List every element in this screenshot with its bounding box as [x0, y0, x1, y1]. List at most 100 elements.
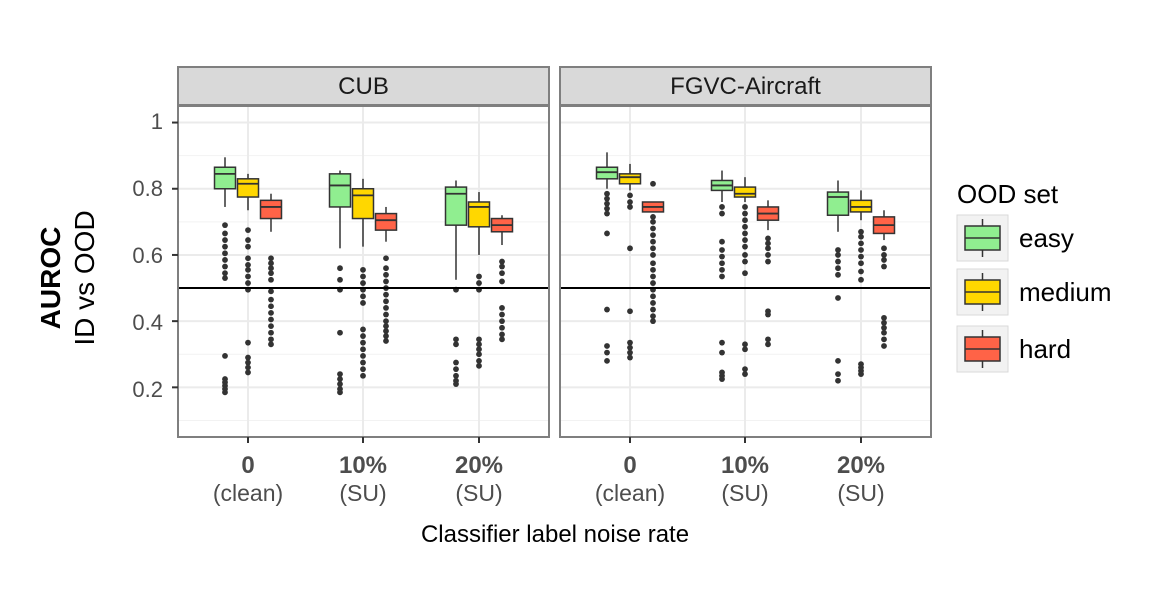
outlier-point [268, 288, 274, 295]
outlier-point [650, 280, 656, 286]
outlier-point [650, 273, 656, 280]
outlier-point [268, 316, 274, 323]
outlier-point [499, 263, 505, 270]
outlier-point [604, 357, 610, 364]
outlier-point [476, 346, 482, 353]
outlier-point [499, 318, 505, 325]
outlier-point [268, 341, 274, 348]
outlier-point [245, 227, 251, 234]
outlier-point [360, 339, 366, 346]
outlier-point [383, 278, 389, 285]
box-hard [259, 199, 283, 220]
x-tick-label: 0 [241, 452, 254, 479]
outlier-point [453, 366, 459, 373]
outlier-point [268, 270, 274, 277]
outlier-point [742, 371, 748, 378]
outlier-point [383, 265, 389, 272]
outlier-point [360, 346, 366, 353]
outlier-point [719, 247, 725, 253]
outlier-point [360, 353, 366, 359]
outlier-point [245, 280, 251, 286]
outlier-point [858, 247, 864, 253]
outlier-point [360, 293, 366, 300]
outlier-point [604, 210, 610, 217]
outlier-point [476, 273, 482, 280]
outlier-point [453, 336, 459, 343]
outlier-point [719, 260, 725, 267]
outlier-point [881, 314, 887, 321]
outlier-point [742, 258, 748, 265]
facet-label-cub: CUB [338, 73, 389, 100]
outlier-point [604, 230, 610, 237]
box-medium [236, 178, 260, 198]
y-axis-title-bold: AUROC [35, 227, 66, 330]
outlier-point [222, 353, 228, 359]
outlier-point [476, 341, 482, 348]
outlier-point [650, 293, 656, 300]
outlier-point [337, 329, 343, 336]
outlier-point [383, 338, 389, 344]
outlier-point [245, 255, 251, 262]
outlier-point [650, 180, 656, 187]
outlier-point [881, 336, 887, 343]
outlier-point [499, 270, 505, 277]
legend: OOD set easy medium hard [956, 179, 1111, 373]
outlier-point [383, 291, 389, 298]
outlier-point [835, 258, 841, 265]
outlier-point [245, 261, 251, 268]
outlier-point [765, 235, 771, 242]
outlier-point [222, 275, 228, 282]
outlier-point [222, 270, 228, 277]
outlier-point [650, 260, 656, 267]
outlier-point [268, 296, 274, 303]
outlier-point [383, 328, 389, 334]
outlier-point [765, 252, 771, 258]
outlier-point [835, 252, 841, 258]
outlier-point [881, 263, 887, 270]
outlier-point [360, 266, 366, 273]
outlier-point [268, 309, 274, 316]
outlier-point [719, 238, 725, 245]
outlier-point [222, 230, 228, 237]
x-tick-label: 0 [623, 452, 636, 479]
y-axis-title-sub: ID vs OOD [69, 210, 100, 345]
outlier-point [604, 343, 610, 349]
outlier-point [858, 260, 864, 267]
x-axis-title: Classifier label noise rate [421, 521, 689, 548]
outlier-point [222, 389, 228, 396]
outlier-point [383, 323, 389, 330]
outlier-point [222, 222, 228, 229]
outlier-point [222, 250, 228, 257]
outlier-point [627, 354, 633, 361]
outlier-point [453, 372, 459, 379]
outlier-point [383, 333, 389, 339]
outlier-point [245, 364, 251, 371]
outlier-point [719, 273, 725, 280]
x-tick-sublabel: (clean) [595, 480, 665, 506]
outlier-point [268, 329, 274, 336]
outlier-point [881, 257, 887, 263]
outlier-point [337, 381, 343, 387]
legend-label-easy: easy [1019, 223, 1074, 253]
outlier-point [383, 298, 389, 305]
outlier-point [627, 308, 633, 315]
outlier-point [742, 252, 748, 258]
outlier-point [858, 253, 864, 260]
x-tick-label: 10% [721, 452, 769, 479]
outlier-point [499, 278, 505, 285]
outlier-point [835, 377, 841, 384]
outlier-point [337, 376, 343, 382]
outlier-point [360, 300, 366, 306]
outlier-point [222, 257, 228, 263]
outlier-point [245, 243, 251, 250]
outlier-point [499, 258, 505, 265]
outlier-point [604, 205, 610, 212]
outlier-point [337, 389, 343, 396]
outlier-point [604, 306, 610, 313]
outlier-point [383, 305, 389, 311]
outlier-point [627, 204, 633, 210]
outlier-point [499, 336, 505, 343]
outlier-point [650, 245, 656, 252]
x-tick-label: 20% [455, 452, 503, 479]
outlier-point [604, 200, 610, 207]
